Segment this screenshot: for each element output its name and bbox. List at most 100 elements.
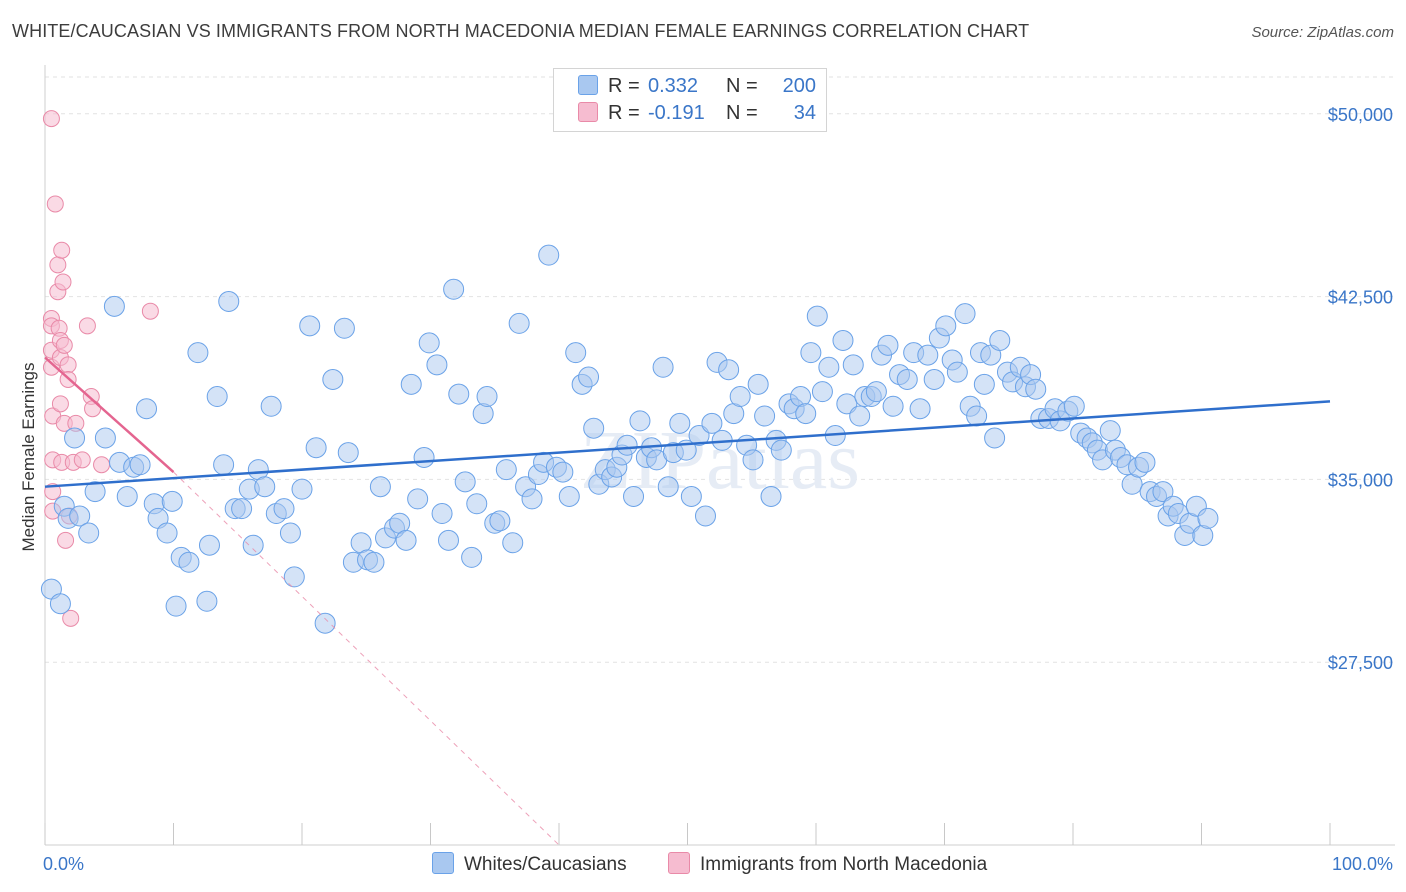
data-point-whites	[811, 381, 833, 403]
data-point-whites	[413, 446, 435, 468]
data-point-whites	[156, 522, 178, 544]
data-point-whites	[923, 368, 945, 390]
data-point-whites	[1152, 481, 1174, 503]
data-point-whites	[443, 278, 465, 300]
pink-swatch	[578, 102, 598, 122]
data-point-whites	[165, 595, 187, 617]
chart-title: WHITE/CAUCASIAN VS IMMIGRANTS FROM NORTH…	[12, 21, 1030, 41]
data-point-whites	[917, 344, 939, 366]
series-whites-caucasians	[40, 244, 1219, 634]
data-point-whites	[718, 359, 740, 381]
stats-legend-row-whites: R = 0.332 N = 200	[578, 75, 816, 98]
data-point-whites	[909, 398, 931, 420]
data-point-whites	[161, 490, 183, 512]
source-label: Source: ZipAtlas.com	[1251, 24, 1394, 41]
data-point-whites	[103, 295, 125, 317]
y-tick-label: $42,500	[1328, 288, 1393, 308]
data-point-whites	[400, 373, 422, 395]
axes	[44, 65, 1395, 846]
data-point-whites	[989, 329, 1011, 351]
data-point-whites	[273, 498, 295, 520]
data-point-whites	[973, 373, 995, 395]
y-tick-label: $35,000	[1328, 470, 1393, 490]
y-axis-label: Median Female Earnings	[19, 363, 38, 552]
data-point-whites	[538, 244, 560, 266]
data-point-whites	[337, 442, 359, 464]
data-point-whites	[701, 412, 723, 434]
data-point-whites	[508, 312, 530, 334]
data-point-whites	[669, 412, 691, 434]
data-point-whites	[69, 505, 91, 527]
data-point-whites	[770, 439, 792, 461]
data-point-whites	[832, 329, 854, 351]
data-point-whites	[800, 342, 822, 364]
data-point-whites	[629, 410, 651, 432]
data-point-macedonia	[54, 273, 72, 291]
r-value: -0.191	[648, 102, 705, 124]
data-point-whites	[935, 315, 957, 337]
data-point-macedonia	[73, 451, 91, 469]
data-point-macedonia	[62, 609, 80, 627]
data-point-whites	[1099, 420, 1121, 442]
blue-swatch	[432, 852, 454, 874]
data-point-whites	[49, 593, 71, 615]
data-point-whites	[64, 427, 86, 449]
n-label: N =	[726, 75, 758, 97]
trend-line-whites	[44, 400, 1331, 488]
data-point-whites	[431, 503, 453, 524]
data-point-whites	[806, 305, 828, 327]
y-tick-label: $50,000	[1328, 105, 1393, 125]
data-point-whites	[136, 398, 158, 420]
data-point-whites	[680, 485, 702, 507]
r-label: R =	[608, 75, 640, 97]
data-point-macedonia	[46, 195, 64, 213]
data-point-whites	[865, 381, 887, 403]
data-point-whites	[652, 356, 674, 378]
data-point-whites	[94, 427, 116, 449]
data-point-whites	[694, 505, 716, 527]
data-point-whites	[754, 405, 776, 427]
trend-line-macedonia	[44, 356, 175, 473]
data-point-whites	[178, 551, 200, 573]
data-point-whites	[305, 437, 327, 459]
axis-labels: $27,500 $35,000 $42,500 $50,000 0.0% 100.0%	[43, 105, 1393, 874]
data-point-macedonia	[84, 400, 102, 418]
data-point-macedonia	[59, 356, 77, 374]
data-point-whites	[657, 476, 679, 498]
data-point-whites	[795, 403, 817, 425]
data-point-macedonia	[55, 336, 73, 354]
legend-label-macedonia: Immigrants from North Macedonia	[700, 854, 988, 875]
data-point-whites	[279, 522, 301, 544]
data-point-whites	[578, 366, 600, 388]
data-point-whites	[966, 405, 988, 427]
legend-item-macedonia[interactable]: Immigrants from North Macedonia	[668, 852, 987, 876]
data-point-whites	[314, 612, 336, 634]
data-point-whites	[849, 405, 871, 427]
data-point-whites	[461, 546, 483, 568]
data-point-whites	[583, 417, 605, 439]
legend-item-whites[interactable]: Whites/Caucasians	[432, 852, 627, 876]
n-value: 200	[782, 75, 816, 97]
data-point-whites	[558, 485, 580, 507]
pink-swatch	[668, 852, 690, 874]
data-point-whites	[129, 454, 151, 476]
data-point-macedonia	[141, 302, 159, 320]
data-point-whites	[213, 454, 235, 476]
data-point-whites	[502, 532, 524, 554]
blue-swatch	[578, 75, 598, 95]
data-point-whites	[448, 383, 470, 405]
data-point-whites	[84, 481, 106, 503]
data-point-whites	[322, 368, 344, 390]
data-point-whites	[476, 386, 498, 407]
data-point-whites	[747, 373, 769, 395]
data-point-macedonia	[78, 317, 96, 335]
data-point-whites	[565, 342, 587, 364]
x-tick-label: 100.0%	[1332, 854, 1393, 874]
legend-label-whites: Whites/Caucasians	[464, 854, 627, 875]
data-point-whites	[742, 449, 764, 471]
data-point-whites	[836, 393, 858, 415]
data-point-whites	[1197, 507, 1219, 529]
data-point-whites	[984, 427, 1006, 449]
data-point-whites	[552, 461, 574, 483]
